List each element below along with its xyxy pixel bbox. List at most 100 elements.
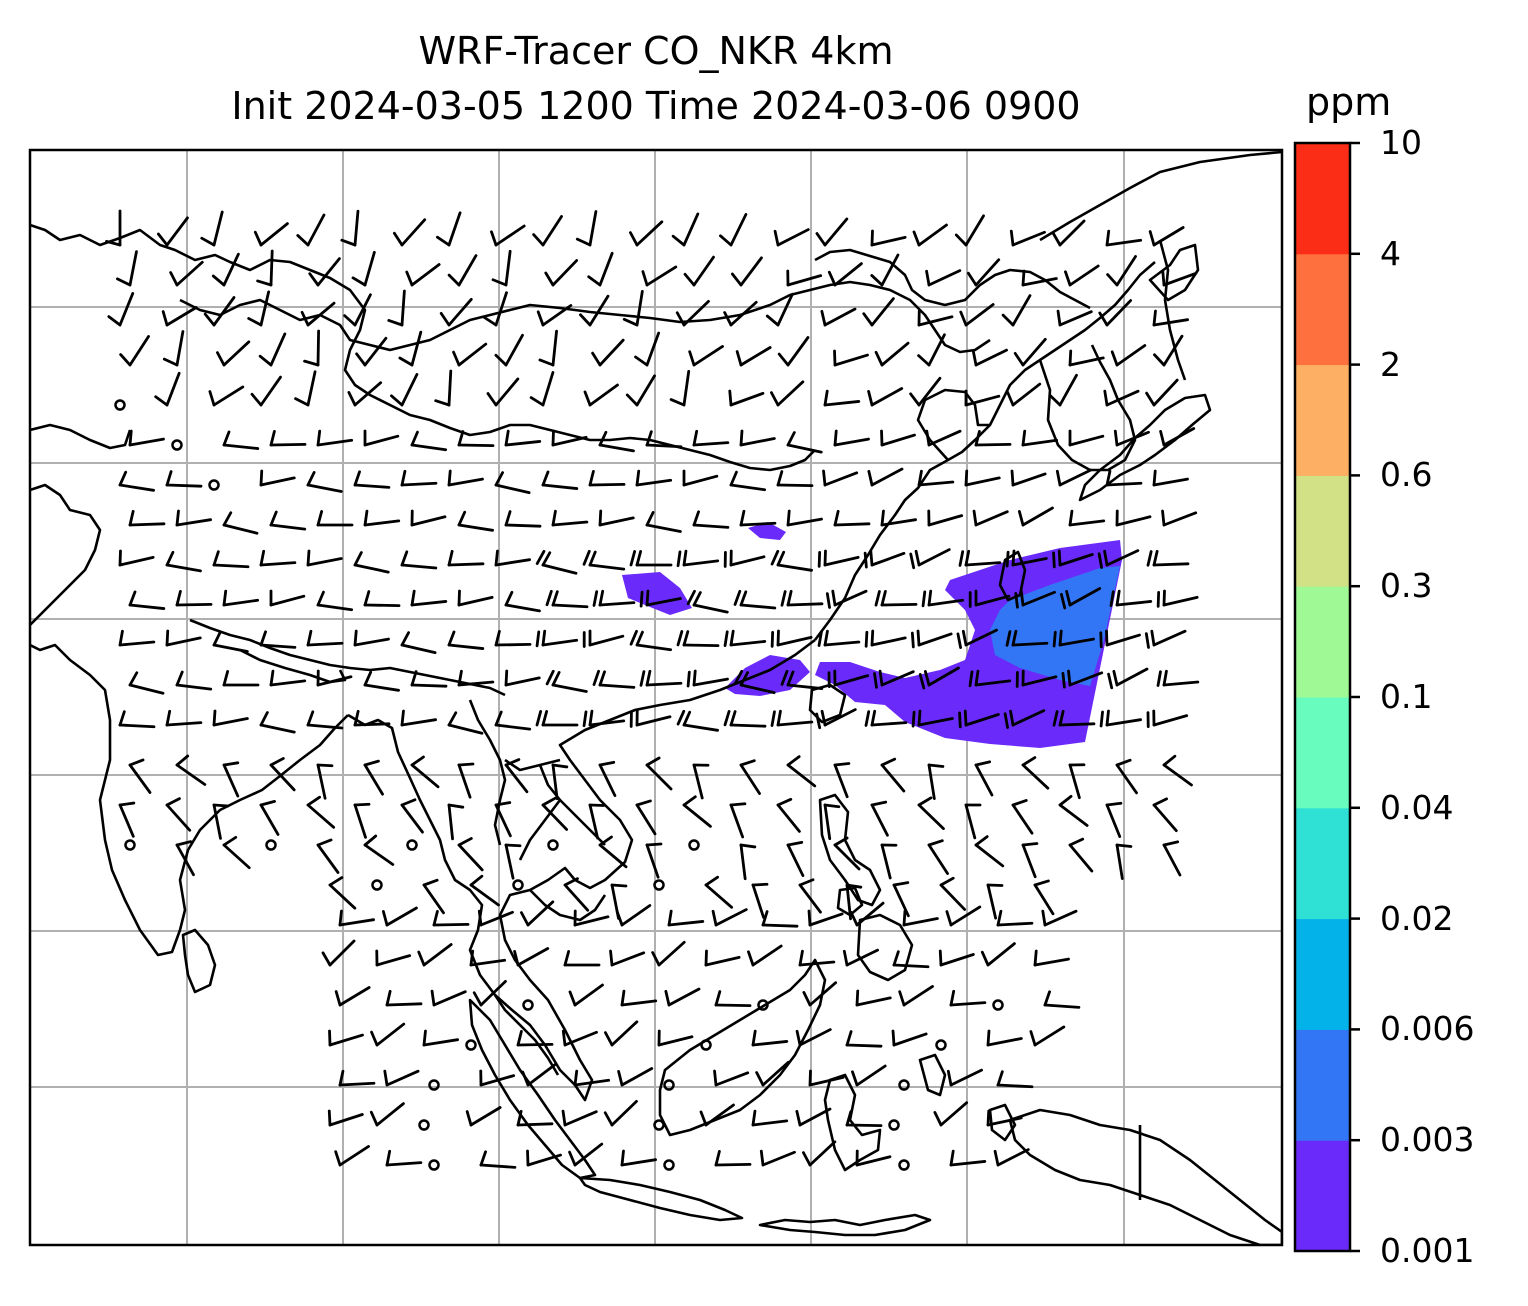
wind-barb-flag [641, 270, 649, 287]
wind-barb-flag [447, 273, 461, 287]
wind-barb-flag [682, 549, 688, 567]
wind-barb-flag [369, 1110, 379, 1127]
wind-barb-shaft [1058, 637, 1095, 647]
wind-barb-flag [200, 236, 216, 247]
wind-barb-shaft [645, 597, 682, 607]
calm-wind-marker [700, 1039, 712, 1051]
wind-barb-flag [472, 991, 483, 1007]
wind-barb-flag [1068, 509, 1074, 527]
wind-barb-shaft [306, 803, 336, 829]
wind-barb-flag [974, 835, 989, 847]
wind-barb-shaft [870, 636, 907, 647]
wind-barb-flag [923, 670, 931, 687]
wind-barb-flag [954, 233, 968, 247]
wind-barb-flag [651, 951, 661, 967]
wind-barb-flag [222, 511, 233, 527]
wind-barb-shaft [400, 563, 438, 570]
calm-wind-marker [992, 999, 1004, 1011]
wind-barb-shaft [682, 803, 712, 828]
wind-barb-flag [735, 350, 743, 367]
wind-barb-shaft [974, 443, 1012, 447]
wind-barb-shaft [974, 258, 1001, 287]
wind-barb-shaft [1058, 219, 1086, 247]
wind-barb-flag [845, 1030, 853, 1047]
wind-barb-flag [504, 758, 521, 767]
wind-barb-flag [447, 549, 454, 567]
wind-barb-shaft [610, 951, 646, 967]
wind-barb-shaft [363, 250, 376, 287]
wind-barb-flag [504, 590, 514, 607]
wind-barb-shaft [1105, 718, 1142, 727]
wind-barb-shaft [635, 290, 644, 327]
wind-barb-shaft [635, 803, 657, 836]
wind-barb-flag [747, 950, 755, 967]
wind-barb-flag [598, 835, 613, 847]
wind-barb-flag [807, 909, 812, 927]
wind-barb-shaft [598, 251, 614, 287]
wind-barb-shaft [927, 598, 965, 607]
wind-barb-shaft [526, 900, 555, 927]
wind-barb-shaft [385, 906, 418, 927]
wind-barb-flag [870, 274, 884, 287]
wind-barb-shaft [1021, 277, 1058, 287]
wind-barb-shaft [588, 383, 619, 407]
wind-barb-flag [675, 311, 686, 327]
wind-barb-shaft [964, 394, 1001, 407]
wind-barb-flag [520, 911, 530, 927]
wind-barb-flag [1161, 509, 1166, 527]
wind-barb-flag [390, 394, 404, 407]
wind-barb-flag [447, 803, 465, 809]
wind-barb-flag [704, 875, 720, 887]
wind-barb-shaft [620, 904, 652, 927]
colorbar-tick-label: 0.006 [1380, 1009, 1475, 1049]
wind-barb-flag [469, 874, 484, 887]
wind-barb-flag [579, 313, 592, 327]
wind-barb-flag [334, 1150, 342, 1167]
wind-barb-flag [622, 317, 639, 327]
wind-barb-shaft [447, 562, 485, 567]
wind-barb-shaft [729, 213, 748, 247]
wind-barb-shaft [996, 921, 1034, 927]
wind-barb-shaft [353, 563, 390, 574]
wind-barb-flag [667, 909, 673, 927]
wind-barb-flag [516, 1030, 523, 1047]
wind-barb-shaft [704, 1103, 735, 1127]
wind-barb-shaft [447, 477, 484, 487]
wind-barb-flag [795, 1029, 802, 1047]
wind-barb-flag [363, 759, 380, 767]
wind-barb-shaft [1105, 389, 1140, 407]
wind-barb-shaft [363, 519, 401, 527]
wind-barb-shaft [400, 643, 437, 655]
wind-barb-flag [504, 510, 512, 527]
wind-barb-shaft [870, 721, 908, 727]
calm-wind-marker [888, 1119, 900, 1131]
wind-barb-flag [729, 710, 737, 727]
wind-barb-shaft [1105, 238, 1143, 247]
wind-barb-flag [986, 1109, 991, 1127]
wind-barb-shaft [410, 330, 423, 367]
wind-barb-flag [328, 876, 344, 887]
wind-barb-flag [544, 271, 555, 287]
wind-barb-flag [878, 669, 884, 687]
wind-barb-flag [683, 272, 696, 287]
wind-barb-shaft [704, 883, 734, 909]
wind-barb-shaft [645, 443, 683, 449]
wind-barb-shaft [880, 603, 918, 607]
wind-barb-shaft [974, 843, 1005, 868]
wind-barb-flag [823, 629, 829, 647]
wind-barb-shaft [328, 883, 357, 910]
colorbar-tick-label: 0.003 [1380, 1120, 1475, 1160]
wind-barb-shaft [422, 883, 445, 915]
wind-barb-shaft [410, 263, 441, 287]
wind-barb-flag [1041, 909, 1047, 927]
wind-barb-shaft [682, 723, 719, 732]
wind-barb-flag [598, 430, 608, 447]
wind-barb-flag [1112, 669, 1119, 687]
wind-barb-shaft [504, 763, 529, 794]
wind-barb-flag [761, 910, 769, 927]
wind-barb-flag [1150, 629, 1156, 647]
wind-barb-shaft [165, 371, 181, 407]
wind-barb-flag [730, 272, 743, 287]
wind-barb-flag [494, 353, 508, 367]
wind-barb-shaft [949, 1160, 987, 1167]
